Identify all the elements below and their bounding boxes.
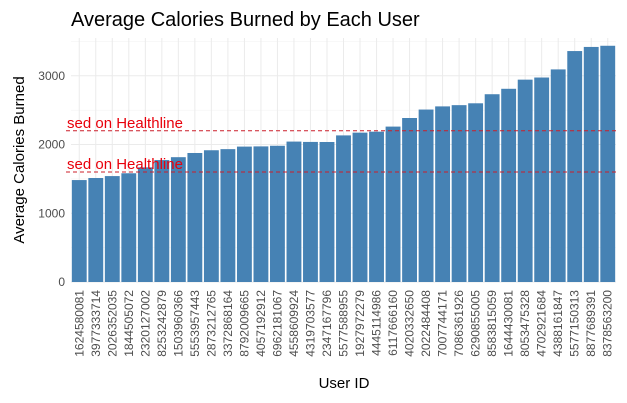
x-tick-label: 8877689391 (584, 290, 598, 357)
bar (567, 51, 583, 282)
x-tick-label: 2022484408 (419, 290, 433, 357)
x-tick-label: 7086361926 (452, 290, 466, 357)
bar (583, 46, 599, 282)
x-tick-label: 5553957443 (188, 290, 202, 357)
x-tick-label: 8792009665 (237, 290, 251, 357)
x-tick-label: 4445114986 (370, 290, 384, 356)
bar (88, 178, 104, 282)
x-tick-labels: 1624580081 3977333714 2026352035 1844505072… (72, 290, 614, 357)
x-tick-label: 2347167796 (320, 290, 334, 357)
bar (187, 152, 203, 282)
bar (385, 126, 401, 282)
x-tick-label: 6117666160 (386, 290, 400, 356)
x-tick-label: 2873212765 (204, 290, 218, 357)
bar (468, 103, 484, 282)
y-tick-label: 2000 (38, 138, 65, 152)
x-axis-title: User ID (319, 375, 370, 392)
bar (104, 176, 120, 282)
bar (203, 150, 219, 282)
bar (435, 106, 451, 282)
bar (71, 180, 87, 282)
x-tick-label: 8583815059 (485, 290, 499, 357)
bar (220, 149, 236, 282)
x-tick-label: 6290855005 (469, 290, 483, 357)
bar (451, 105, 467, 282)
y-tick-labels: 0 1000 2000 3000 (38, 69, 65, 289)
x-tick-label: 2026352035 (105, 290, 119, 357)
chart-title: Average Calories Burned by Each User (71, 9, 420, 31)
bar (402, 118, 417, 282)
bar (336, 135, 351, 282)
x-tick-label: 4020332650 (403, 290, 417, 357)
x-tick-label: 4702921684 (535, 290, 549, 357)
x-tick-label: 4388161847 (551, 290, 565, 357)
x-tick-label: 1503960366 (171, 290, 185, 357)
bar (170, 157, 186, 282)
x-tick-label: 1644430081 (502, 290, 516, 357)
x-tick-label: 1927972279 (353, 290, 367, 357)
x-tick-label: 8253242879 (155, 290, 169, 357)
bar (236, 146, 252, 282)
x-tick-label: 2320127002 (138, 290, 152, 357)
x-tick-label: 1844505072 (122, 290, 136, 357)
bar (253, 146, 269, 282)
bar (286, 141, 302, 282)
bar (418, 109, 434, 283)
bar (534, 77, 550, 283)
x-tick-label: 8053475328 (518, 290, 532, 357)
bar (550, 69, 566, 282)
reference-line-label: sed on Healthline (67, 115, 183, 132)
bar (137, 167, 153, 282)
bar (270, 145, 285, 282)
reference-line-label: sed on Healthline (67, 156, 183, 173)
x-tick-label: 5577150313 (568, 290, 582, 357)
x-tick-label: 3977333714 (89, 290, 103, 357)
bar (501, 88, 517, 282)
y-tick-label: 1000 (38, 206, 65, 220)
bar (369, 131, 384, 282)
bar (484, 94, 500, 282)
bar (303, 141, 318, 282)
reference-lines: sed on Healthline sed on Healthline (66, 115, 616, 173)
x-tick-label: 4558609924 (287, 290, 301, 357)
x-tick-label: 4057192912 (254, 290, 268, 357)
x-tick-label: 1624580081 (72, 290, 86, 357)
x-tick-label: 3372868164 (221, 290, 235, 357)
bar (517, 79, 533, 283)
x-tick-label: 5577588955 (337, 290, 351, 357)
y-axis-title: Average Calories Burned (11, 76, 28, 243)
y-tick-label: 3000 (38, 69, 65, 83)
bar (352, 132, 368, 282)
x-tick-label: 4319703577 (303, 290, 317, 357)
bar (600, 45, 616, 283)
y-tick-label: 0 (58, 275, 65, 289)
bar (319, 141, 335, 282)
x-tick-label: 8378563200 (601, 290, 615, 357)
bar (154, 160, 170, 282)
x-tick-label: 6962181067 (270, 290, 284, 357)
x-tick-label: 7007744171 (436, 290, 450, 357)
bar (121, 173, 137, 282)
bars (71, 45, 616, 283)
